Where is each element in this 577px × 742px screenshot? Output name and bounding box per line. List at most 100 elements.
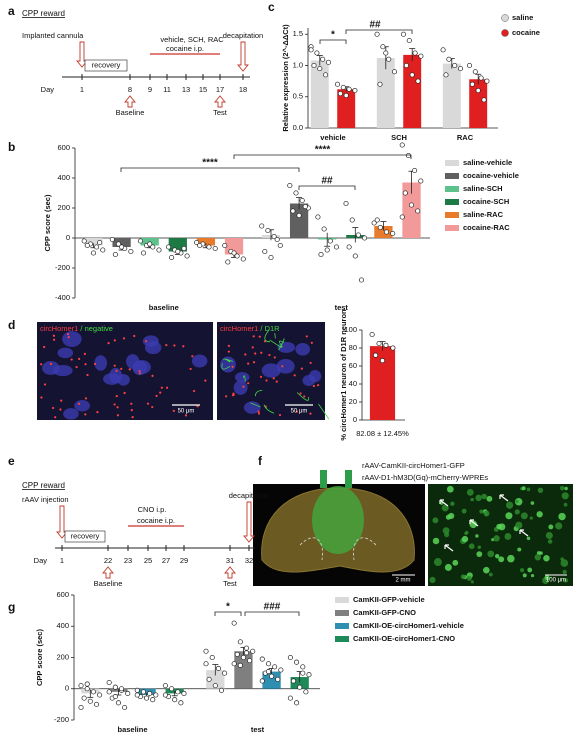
puncta <box>78 357 81 360</box>
data-point <box>115 241 122 247</box>
panel-label: a <box>8 4 15 18</box>
puncta <box>252 335 255 338</box>
data-point <box>269 673 275 679</box>
data-point <box>300 664 306 670</box>
puncta <box>184 414 188 417</box>
data-point <box>137 238 143 244</box>
data-point <box>93 701 100 707</box>
legend-label: CamKII-GFP-vehicle <box>353 595 425 604</box>
event-arrow <box>237 41 249 72</box>
data-point <box>475 87 481 94</box>
puncta <box>247 362 250 365</box>
event-arrow <box>76 41 88 68</box>
bar <box>206 670 225 689</box>
data-point <box>369 331 375 338</box>
data-point <box>243 645 250 651</box>
puncta <box>151 405 154 409</box>
label-part: circHomer1 <box>220 324 258 333</box>
puncta <box>122 337 126 340</box>
data-point <box>271 233 277 240</box>
micrograph-content <box>429 485 569 584</box>
nucleus <box>302 374 316 386</box>
syringe <box>320 470 327 488</box>
data-point <box>240 654 246 661</box>
data-point <box>377 224 383 231</box>
data-point <box>415 208 421 214</box>
puncta <box>191 355 194 358</box>
nucleus <box>191 354 208 368</box>
cell <box>515 521 523 529</box>
data-point <box>184 253 190 259</box>
puncta <box>247 382 250 385</box>
puncta <box>96 411 99 414</box>
data-point <box>81 695 87 701</box>
cell <box>530 501 535 505</box>
bar <box>403 54 422 128</box>
legend-label: CamKII-OE-circHomer1-CNO <box>353 634 455 643</box>
pointer <box>444 544 454 552</box>
cell <box>536 511 543 518</box>
data-point <box>97 239 103 246</box>
data-point <box>371 220 377 226</box>
legend-swatch <box>335 623 349 629</box>
puncta <box>305 335 308 338</box>
puncta <box>133 334 136 338</box>
cell <box>466 488 474 496</box>
y-tick-label: 80 <box>349 343 357 352</box>
event-arrow <box>102 566 114 579</box>
data-point <box>78 704 84 711</box>
cell <box>475 534 479 538</box>
data-point <box>290 678 297 684</box>
fiber <box>274 332 276 339</box>
data-point <box>408 202 415 208</box>
puncta <box>173 344 176 347</box>
y-tick-label: 20 <box>349 397 357 406</box>
cell <box>507 554 515 563</box>
recovery-label: recovery <box>71 531 100 540</box>
data-point <box>156 247 162 253</box>
data-point <box>412 167 418 174</box>
puncta <box>254 352 257 355</box>
data-point <box>294 659 300 665</box>
nucleus <box>220 356 236 373</box>
y-tick-label: -200 <box>54 715 69 724</box>
data-point <box>134 692 140 698</box>
nucleus <box>103 373 121 385</box>
syringe <box>345 470 352 488</box>
puncta <box>84 413 87 416</box>
data-point <box>355 232 361 238</box>
data-point <box>243 650 250 656</box>
puncta <box>278 413 282 417</box>
data-point <box>323 72 329 78</box>
data-point <box>400 31 407 37</box>
data-point <box>209 654 215 661</box>
data-point <box>346 244 352 250</box>
nucleus <box>144 341 162 355</box>
y-axis-label: CPP score (sec) <box>43 194 52 251</box>
data-point <box>122 704 128 711</box>
puncta <box>189 367 192 371</box>
data-point <box>481 97 487 103</box>
puncta <box>252 361 256 364</box>
puncta <box>49 362 52 365</box>
cell <box>444 563 452 571</box>
baseline-label: Baseline <box>116 108 145 117</box>
puncta <box>268 353 271 357</box>
puncta <box>144 340 148 343</box>
y-tick-label: 400 <box>57 173 70 182</box>
puncta <box>59 408 62 411</box>
cell <box>527 567 533 573</box>
puncta <box>40 396 43 399</box>
bar <box>84 238 103 246</box>
data-point <box>250 648 256 654</box>
data-point <box>327 238 333 244</box>
cell <box>442 527 450 535</box>
data-point <box>162 692 168 698</box>
puncta <box>93 362 97 366</box>
test-label: Test <box>213 108 228 117</box>
y-tick-label: 0.5 <box>293 92 303 101</box>
puncta <box>116 414 120 417</box>
puncta <box>257 412 261 415</box>
significance-label: **** <box>315 145 331 156</box>
data-point <box>106 689 112 695</box>
